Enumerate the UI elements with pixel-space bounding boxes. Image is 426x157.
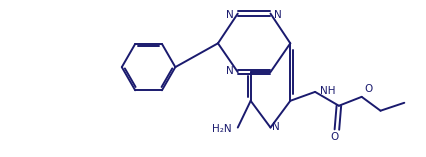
Text: N: N <box>226 66 234 76</box>
Text: H₂N: H₂N <box>212 124 232 134</box>
Text: O: O <box>365 84 373 94</box>
Text: N: N <box>226 10 234 20</box>
Text: O: O <box>331 132 339 141</box>
Text: NH: NH <box>320 86 336 96</box>
Text: N: N <box>274 10 282 20</box>
Text: N: N <box>273 122 280 132</box>
